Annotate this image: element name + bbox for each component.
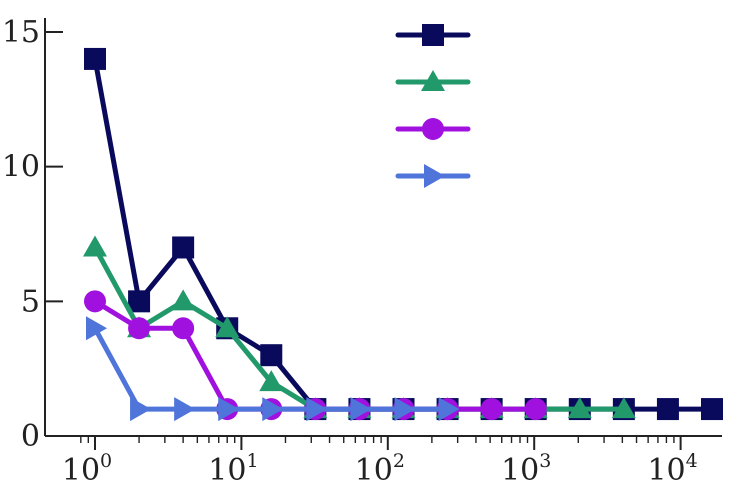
legend-entry-1: [395, 24, 471, 46]
series-line: [92, 327, 448, 412]
legend-marker: [421, 70, 445, 91]
data-point: [171, 289, 196, 311]
series-layer: [83, 47, 723, 422]
data-point: [656, 398, 679, 421]
data-point: [84, 290, 106, 313]
legend-entry-2: [395, 70, 471, 91]
x-tick-label: 101: [208, 450, 258, 488]
x-tick-base: 10: [208, 453, 246, 488]
data-point: [172, 236, 195, 259]
y-ticks: 0 5 10 15: [2, 15, 63, 454]
series-line: [92, 58, 712, 412]
x-tick-label: 102: [355, 450, 405, 488]
data-point: [174, 397, 196, 422]
data-point: [83, 235, 107, 257]
data-point: [480, 398, 503, 421]
x-ticks: 100 101 102 103 104: [62, 450, 698, 488]
x-tick-base: 10: [501, 453, 539, 488]
legend-entry-4: [395, 164, 471, 188]
x-tick-exponent: 1: [246, 450, 258, 472]
data-point: [259, 370, 284, 392]
series-1: [84, 47, 723, 421]
x-tick-label: 100: [62, 450, 112, 488]
x-tick-label: 103: [501, 450, 551, 488]
data-point: [215, 316, 240, 338]
data-point: [701, 398, 723, 421]
legend-marker: [424, 164, 445, 188]
x-tick-label: 104: [647, 450, 697, 488]
x-tick-exponent: 3: [539, 450, 551, 472]
y-tick-label: 0: [21, 419, 40, 454]
x-tick-base: 10: [62, 453, 100, 488]
data-point: [260, 344, 283, 367]
data-point: [86, 316, 107, 341]
series-3: [84, 290, 547, 421]
x-tick-base: 10: [647, 453, 685, 488]
series-4: [86, 316, 460, 422]
data-point: [567, 397, 592, 419]
legend-marker: [422, 24, 444, 46]
legend-entry-3: [395, 118, 471, 140]
data-point: [262, 397, 284, 422]
data-point: [128, 317, 151, 340]
x-tick-base: 10: [355, 453, 393, 488]
x-tick-exponent: 4: [686, 450, 698, 472]
data-point: [350, 397, 372, 422]
y-tick-label: 15: [2, 15, 40, 50]
data-point: [438, 397, 460, 422]
x-tick-exponent: 0: [100, 450, 112, 472]
data-point: [218, 397, 240, 422]
x-tick-exponent: 2: [393, 450, 405, 472]
data-point: [611, 397, 636, 419]
y-tick-label: 5: [21, 284, 40, 319]
data-point: [172, 317, 195, 340]
data-point: [128, 290, 151, 313]
legend-marker: [422, 118, 444, 140]
axes: [44, 18, 722, 437]
data-point: [524, 398, 547, 421]
data-point: [306, 397, 328, 422]
data-point: [130, 397, 152, 422]
legend: [395, 24, 471, 188]
y-tick-label: 10: [2, 150, 40, 185]
data-point: [394, 397, 416, 422]
data-point: [84, 47, 106, 70]
minor-ticks: [80, 436, 682, 450]
